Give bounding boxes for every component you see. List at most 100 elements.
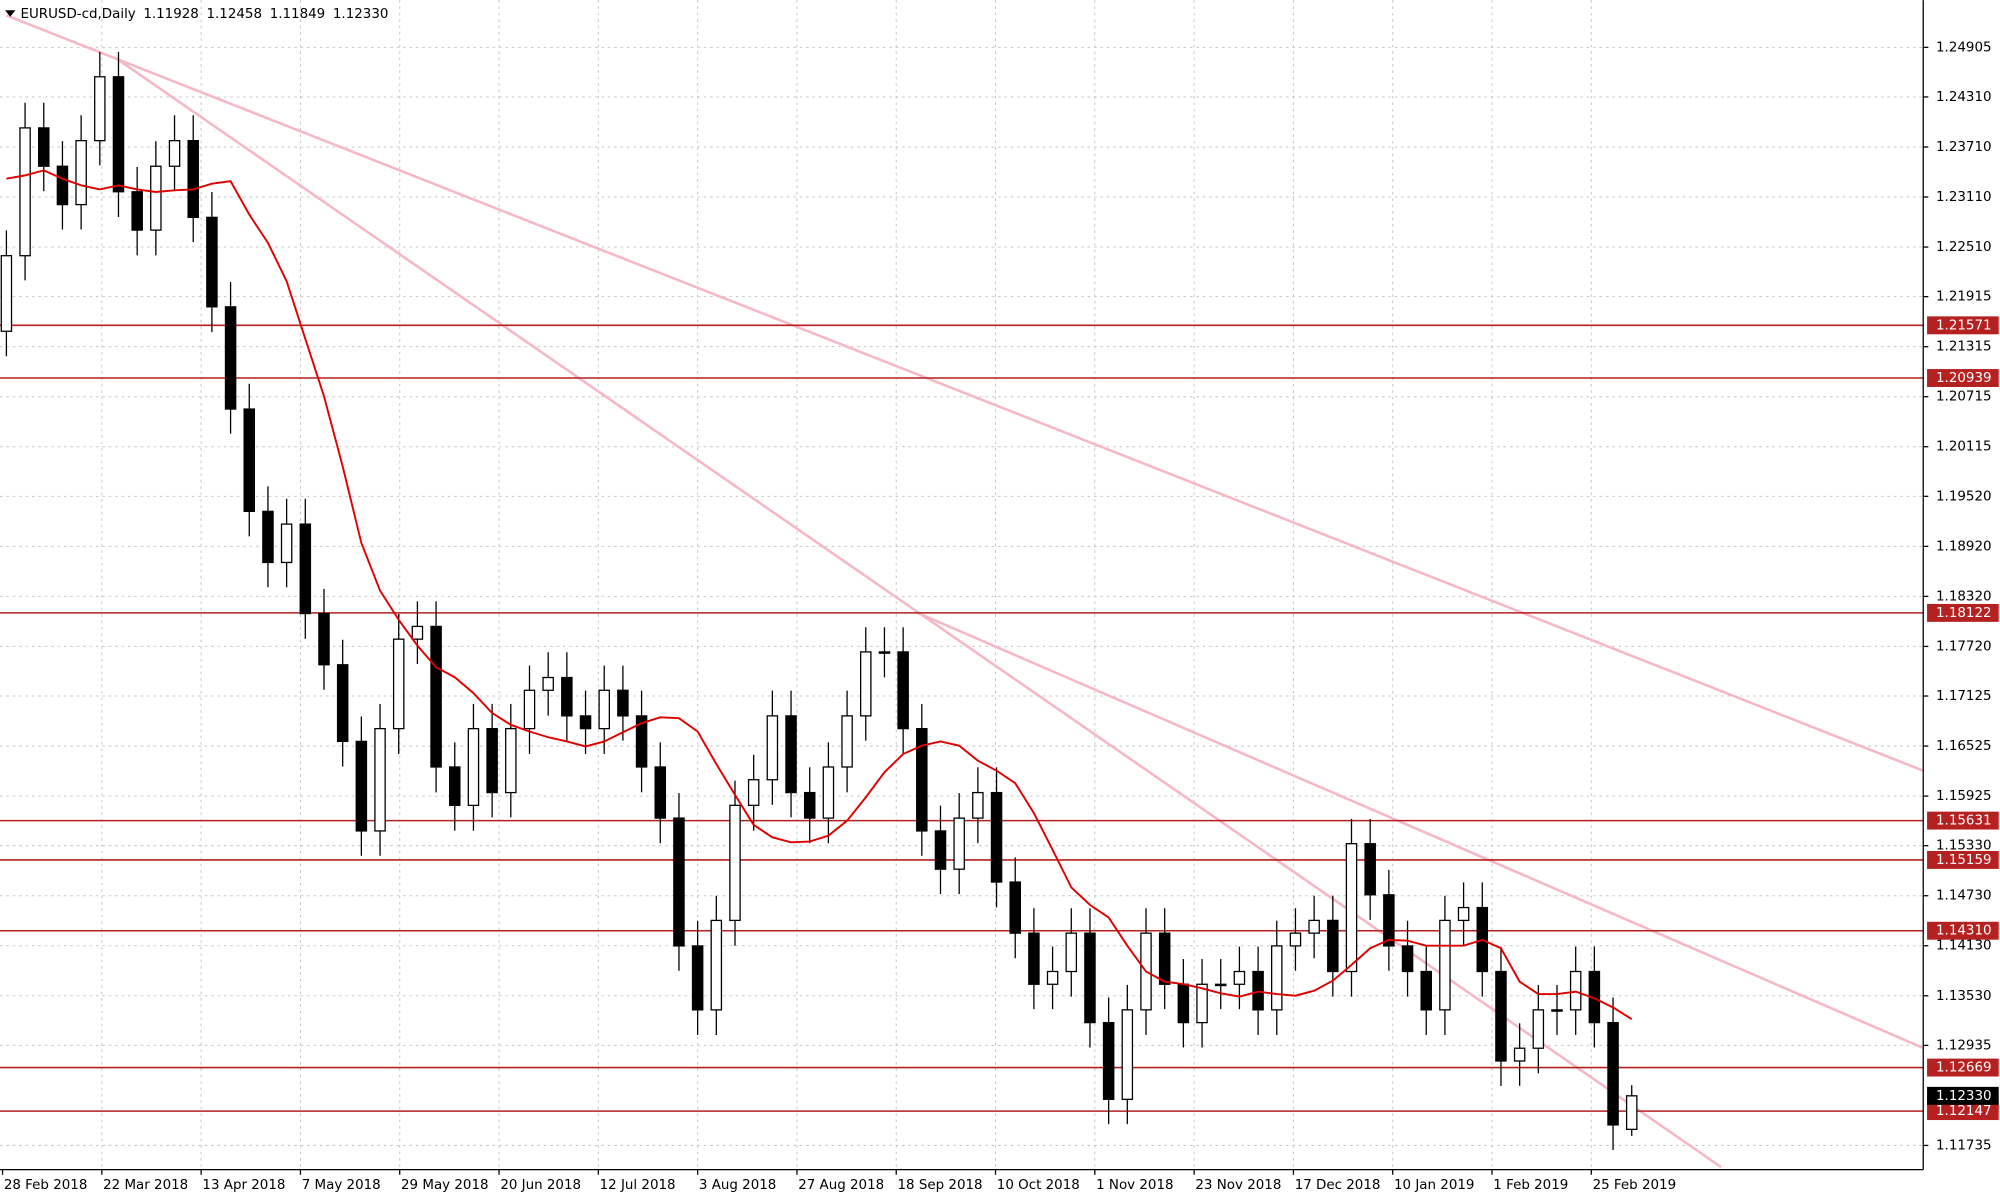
candle-body: [1625, 1095, 1638, 1130]
y-tick-label: 1.21315: [1936, 340, 1992, 355]
candle-body: [860, 651, 872, 717]
y-tick-label: 1.20715: [1936, 390, 1992, 405]
y-tick-label: 1.13530: [1936, 989, 1992, 1004]
y-tick-label: 1.24310: [1936, 90, 1992, 105]
x-tick-label: 28 Feb 2018: [4, 1178, 88, 1193]
y-tick-label: 1.15925: [1936, 789, 1992, 804]
x-tick-label: 1 Feb 2019: [1493, 1178, 1568, 1193]
candle-body: [1345, 843, 1358, 973]
candle-body: [953, 817, 965, 870]
ohlc-values: 1.11928 1.12458 1.11849 1.12330: [143, 7, 388, 22]
candle-body: [112, 76, 125, 193]
candle-body: [280, 523, 293, 564]
candle-body: [934, 830, 947, 870]
candle-body: [1102, 1021, 1115, 1100]
y-tick-label: 1.18920: [1936, 539, 1992, 554]
labels: 1.24905 1.24310 1.23710 1.23110 1.22510 1.219…: [1, 40, 1999, 1193]
candle-body: [561, 676, 573, 717]
candle-body: [654, 766, 667, 819]
candle-body: [355, 740, 368, 832]
candle-body: [579, 715, 592, 730]
candle-body: [803, 791, 816, 819]
level-label-box: [1927, 850, 1999, 869]
candle-body: [990, 791, 1003, 883]
level-label: 1.18122: [1936, 606, 1992, 621]
candle-body: [187, 140, 199, 218]
candle-body: [673, 817, 685, 947]
y-tick-label: 1.14130: [1936, 939, 1992, 954]
y-tick-label: 1.19520: [1936, 489, 1992, 504]
candle-body: [19, 127, 31, 257]
candle-body: [1121, 1009, 1134, 1100]
x-tick-label: 18 Sep 2018: [898, 1178, 983, 1193]
y-tick-label: 1.11735: [1936, 1138, 1992, 1153]
candle-body: [1420, 970, 1432, 1011]
candle-body: [1495, 970, 1507, 1062]
x-tick-label: 10 Jan 2019: [1394, 1178, 1474, 1193]
candle-body: [243, 408, 256, 512]
candle-body: [299, 523, 312, 615]
candle-body: [1271, 945, 1283, 1011]
candle-body: [766, 715, 779, 781]
level-label: 1.12669: [1936, 1061, 1992, 1076]
candle-body: [392, 638, 405, 730]
candle-body: [841, 715, 853, 768]
y-tick-label: 1.21915: [1936, 290, 1992, 305]
candle-body: [467, 727, 480, 806]
candle-body: [1401, 945, 1414, 973]
candle-body: [691, 945, 704, 1011]
y-tick-label: 1.18320: [1936, 589, 1992, 604]
menu-triangle[interactable]: [5, 10, 16, 17]
candle-body: [897, 651, 909, 730]
ohlc-value: 1.12458: [207, 7, 263, 22]
candle-body: [1289, 932, 1302, 947]
candle-body: [374, 727, 386, 832]
level-label: 1.15159: [1936, 853, 1992, 868]
candle-body: [318, 612, 330, 666]
candle-body: [617, 689, 629, 717]
current-price-label: 1.12330: [1936, 1089, 1992, 1104]
candle-body: [710, 919, 723, 1011]
candle-body: [505, 727, 517, 794]
candle-body: [1532, 1009, 1545, 1049]
level-label: 1.14310: [1936, 924, 1992, 939]
candle-body: [1065, 932, 1078, 973]
moving-average: [6, 169, 1633, 1020]
candle-body: [131, 191, 143, 231]
level-label-box: [1927, 369, 1999, 387]
y-tick-label: 1.17720: [1936, 639, 1992, 654]
candle-body: [1607, 1021, 1619, 1126]
level-label: 1.20939: [1936, 371, 1992, 386]
candle-body: [56, 165, 69, 206]
candle-body: [523, 689, 536, 730]
y-tick-label: 1.16525: [1936, 739, 1992, 754]
candle-body: [430, 625, 442, 768]
level-label: 1.12147: [1936, 1104, 1992, 1119]
candles: [0, 51, 1638, 1151]
candle-body: [486, 727, 498, 794]
candle-body: [1364, 843, 1376, 896]
candle-body: [1551, 1009, 1563, 1012]
x-tick-label: 1 Nov 2018: [1096, 1178, 1173, 1193]
candle-body: [1383, 894, 1395, 947]
candle-body: [1158, 932, 1171, 985]
y-tick-label: 1.14730: [1936, 889, 1992, 904]
x-tick-label: 22 Mar 2018: [103, 1178, 188, 1193]
level-label-box: [1927, 811, 1999, 830]
candle-body: [1177, 983, 1190, 1024]
candle-body: [336, 664, 349, 743]
candle-body: [1308, 919, 1320, 934]
x-tick-label: 7 May 2018: [302, 1178, 381, 1193]
trend-line: [5, 14, 1924, 773]
y-tick-label: 1.15330: [1936, 839, 1992, 854]
candle-body: [411, 625, 424, 640]
x-tick-label: 20 Jun 2018: [500, 1178, 581, 1193]
candle-body: [1214, 983, 1227, 987]
ohlc-value: 1.11928: [143, 7, 199, 22]
y-tick-label: 1.12935: [1936, 1038, 1992, 1053]
level-label-box: [1927, 1102, 1999, 1121]
y-tick-label: 1.17125: [1936, 689, 1992, 704]
x-tick-label: 3 Aug 2018: [699, 1178, 776, 1193]
